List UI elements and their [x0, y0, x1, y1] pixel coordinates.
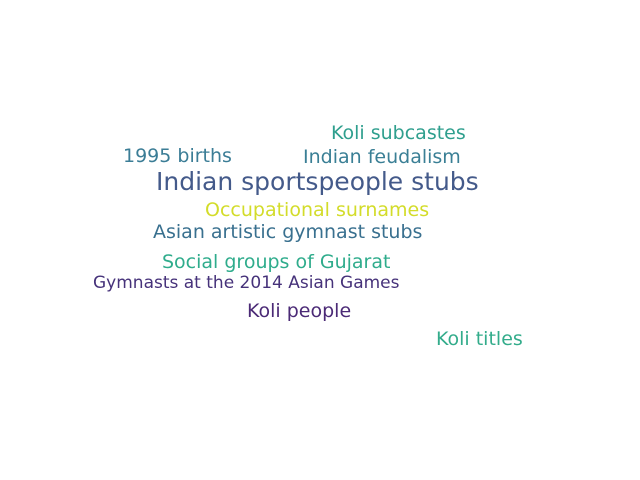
- word-indian-sportspeople-stubs: Indian sportspeople stubs: [156, 167, 479, 196]
- word-occupational-surnames: Occupational surnames: [205, 199, 430, 221]
- word-indian-feudalism: Indian feudalism: [303, 146, 461, 168]
- word-koli-subcastes: Koli subcastes: [331, 122, 466, 144]
- word-1995-births: 1995 births: [123, 145, 232, 167]
- word-asian-artistic-gymnast-stubs: Asian artistic gymnast stubs: [153, 221, 423, 243]
- word-koli-people: Koli people: [247, 300, 352, 322]
- word-gymnasts-2014-asian-games: Gymnasts at the 2014 Asian Games: [93, 273, 400, 293]
- word-social-groups-of-gujarat: Social groups of Gujarat: [162, 251, 391, 273]
- word-koli-titles: Koli titles: [436, 328, 523, 350]
